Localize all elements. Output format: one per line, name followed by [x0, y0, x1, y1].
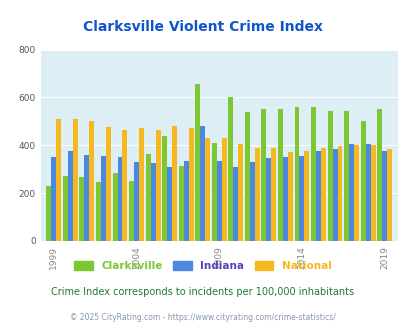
Text: © 2025 CityRating.com - https://www.cityrating.com/crime-statistics/: © 2025 CityRating.com - https://www.city…: [70, 313, 335, 322]
Bar: [266, 158, 271, 241]
Bar: [89, 121, 94, 241]
Bar: [282, 157, 287, 241]
Bar: [150, 163, 155, 241]
Bar: [221, 138, 226, 241]
Bar: [162, 136, 167, 241]
Bar: [79, 178, 84, 241]
Bar: [106, 127, 111, 241]
Bar: [155, 130, 160, 241]
Bar: [101, 156, 106, 241]
Bar: [56, 119, 61, 241]
Bar: [228, 97, 233, 241]
Bar: [216, 161, 221, 241]
Bar: [327, 111, 332, 241]
Bar: [353, 145, 358, 241]
Bar: [188, 128, 193, 241]
Bar: [238, 144, 243, 241]
Bar: [139, 128, 144, 241]
Bar: [254, 148, 259, 241]
Bar: [205, 138, 210, 241]
Bar: [310, 107, 315, 241]
Bar: [63, 176, 68, 241]
Bar: [294, 107, 299, 241]
Bar: [178, 166, 183, 241]
Bar: [96, 182, 101, 241]
Bar: [360, 121, 365, 241]
Bar: [145, 153, 150, 241]
Bar: [183, 161, 188, 241]
Bar: [46, 186, 51, 241]
Bar: [271, 148, 276, 241]
Bar: [376, 109, 381, 241]
Bar: [117, 157, 122, 241]
Bar: [370, 145, 375, 241]
Text: Crime Index corresponds to incidents per 100,000 inhabitants: Crime Index corresponds to incidents per…: [51, 287, 354, 297]
Bar: [320, 148, 325, 241]
Bar: [332, 149, 337, 241]
Bar: [343, 111, 348, 241]
Bar: [244, 112, 249, 241]
Bar: [233, 167, 238, 241]
Bar: [172, 126, 177, 241]
Bar: [51, 157, 56, 241]
Bar: [200, 126, 205, 241]
Bar: [287, 152, 292, 241]
Bar: [299, 156, 304, 241]
Bar: [249, 162, 254, 241]
Bar: [122, 130, 127, 241]
Bar: [84, 155, 89, 241]
Bar: [337, 147, 342, 241]
Bar: [365, 144, 370, 241]
Bar: [195, 84, 200, 241]
Bar: [315, 151, 320, 241]
Bar: [129, 181, 134, 241]
Bar: [348, 144, 353, 241]
Bar: [72, 119, 78, 241]
Bar: [112, 173, 117, 241]
Bar: [381, 151, 386, 241]
Bar: [167, 167, 172, 241]
Bar: [386, 149, 391, 241]
Text: Clarksville Violent Crime Index: Clarksville Violent Crime Index: [83, 20, 322, 34]
Bar: [68, 151, 72, 241]
Bar: [134, 162, 139, 241]
Bar: [304, 151, 309, 241]
Bar: [277, 109, 282, 241]
Legend: Clarksville, Indiana, National: Clarksville, Indiana, National: [74, 261, 331, 271]
Bar: [261, 109, 266, 241]
Bar: [211, 143, 216, 241]
